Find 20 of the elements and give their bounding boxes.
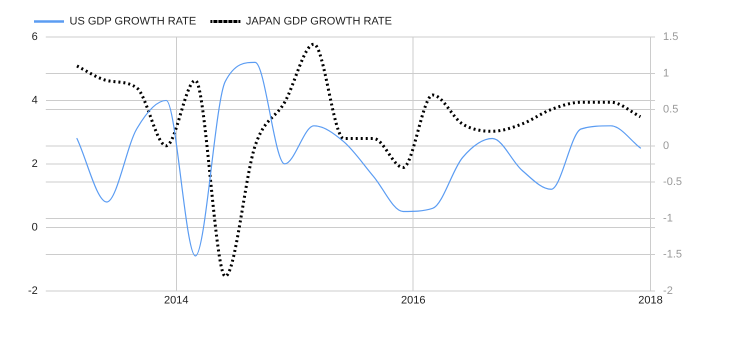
y-tick-label: 0	[32, 221, 38, 234]
line-series	[75, 42, 642, 278]
legend-label: US GDP GROWTH RATE	[70, 16, 196, 28]
y2-tick-label: -1.5	[663, 248, 682, 261]
y-tick-label: 4	[32, 94, 38, 106]
x-tick-label: 2016	[400, 294, 426, 306]
y2-tick-label: 0.5	[663, 104, 678, 116]
y2-tick-label: 0	[663, 140, 670, 152]
x-tick-label: 2014	[164, 294, 189, 306]
y2-tick-label: 1.5	[663, 31, 678, 44]
y2-tick-label: -0.5	[663, 176, 682, 188]
y2-tick-label: -2	[663, 284, 673, 297]
y-tick-label: 6	[32, 31, 38, 44]
y2-tick-label: -1	[663, 212, 673, 224]
legend-label: JAPAN GDP GROWTH RATE	[246, 16, 392, 28]
y2-tick-label: 1	[663, 67, 670, 80]
line-series	[76, 62, 642, 257]
x-tick-label: 2018	[638, 294, 663, 306]
y-tick-label: 2	[32, 158, 38, 170]
y-tick-label: -2	[28, 284, 38, 297]
